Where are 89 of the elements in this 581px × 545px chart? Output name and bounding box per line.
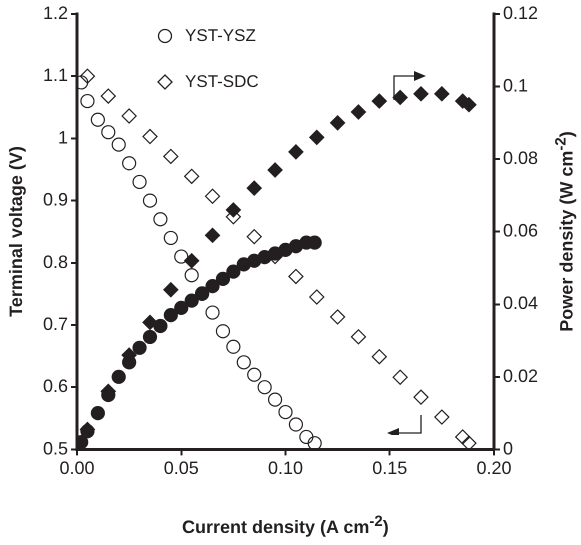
- point: [90, 112, 105, 127]
- point: [372, 349, 387, 364]
- point: [204, 188, 220, 204]
- y2-tick-label: 0.12: [502, 2, 538, 23]
- point: [246, 229, 262, 244]
- point: [112, 370, 126, 384]
- x-tick-label: 0.00: [60, 458, 95, 478]
- point: [308, 436, 322, 450]
- point: [247, 368, 262, 382]
- point: [372, 93, 387, 109]
- y2-tick-label: 0: [502, 438, 513, 458]
- point: [184, 253, 200, 268]
- point: [434, 86, 450, 102]
- point: [142, 128, 158, 144]
- point: [461, 436, 477, 450]
- y2-tick-label: 0.02: [502, 366, 538, 386]
- y-tick-label: 0.8: [42, 252, 68, 272]
- y2-tick-label: 0.06: [502, 220, 538, 241]
- point: [268, 392, 282, 407]
- point: [142, 194, 158, 208]
- point: [132, 174, 147, 190]
- point: [434, 409, 450, 425]
- legend-label: YST-YSZ: [185, 26, 256, 46]
- y-tick-label: 0.6: [42, 376, 68, 396]
- point: [101, 125, 116, 140]
- point: [258, 380, 272, 394]
- point: [216, 272, 230, 286]
- point: [392, 90, 408, 106]
- point: [163, 148, 178, 164]
- point: [184, 268, 199, 282]
- point: [174, 300, 188, 315]
- y2-tick-label: 0.1: [502, 76, 528, 96]
- y-tick-label: 0.5: [42, 438, 68, 458]
- x-axis-title: Current density (A cm$^{-2}$): [182, 512, 389, 538]
- point: [163, 282, 178, 298]
- point: [330, 115, 346, 130]
- point: [142, 330, 158, 344]
- point: [455, 429, 470, 445]
- point: [204, 228, 220, 243]
- point: [132, 340, 147, 355]
- x-tick-label: 0.15: [372, 458, 408, 478]
- point: [184, 168, 200, 184]
- point: [278, 404, 293, 420]
- point: [330, 309, 346, 325]
- point: [267, 162, 283, 178]
- point: [122, 156, 136, 170]
- point: [80, 94, 95, 108]
- point: [309, 130, 324, 145]
- point: [122, 108, 137, 124]
- point: [288, 268, 304, 284]
- point: [350, 104, 366, 120]
- point: [153, 212, 168, 226]
- point: [413, 86, 429, 102]
- y-tick-label: 1.2: [42, 2, 68, 23]
- point: [299, 430, 314, 444]
- point: [80, 424, 95, 438]
- y-tick-label: 0.7: [42, 314, 68, 334]
- point: [350, 329, 366, 344]
- point: [174, 249, 188, 264]
- y2-tick-label: 0.08: [502, 148, 538, 168]
- point: [392, 370, 408, 385]
- point: [216, 324, 230, 338]
- point: [205, 305, 220, 320]
- point: [309, 289, 324, 305]
- point: [288, 144, 304, 160]
- y-axis-title: Terminal voltage (V): [5, 146, 26, 318]
- point: [246, 180, 262, 196]
- point: [184, 294, 199, 308]
- point: [226, 264, 240, 279]
- point: [80, 68, 96, 84]
- point: [226, 340, 240, 354]
- point: [205, 279, 220, 294]
- x-tick-label: 0.20: [476, 458, 512, 478]
- point: [112, 138, 126, 152]
- x-tick-label: 0.05: [164, 458, 199, 478]
- point: [288, 417, 304, 432]
- y-tick-label: 0.9: [42, 190, 68, 210]
- legend-label: YST-SDC: [185, 72, 259, 92]
- point: [413, 390, 429, 405]
- point: [90, 406, 105, 420]
- y-tick-label: 1: [58, 127, 68, 148]
- point: [164, 308, 178, 322]
- y2-tick-label: 0.04: [502, 293, 538, 314]
- point: [153, 318, 168, 334]
- x-tick-label: 0.10: [268, 458, 304, 478]
- point: [236, 355, 251, 370]
- point: [164, 230, 178, 246]
- point: [100, 88, 116, 104]
- y-tick-label: 1.1: [42, 65, 68, 86]
